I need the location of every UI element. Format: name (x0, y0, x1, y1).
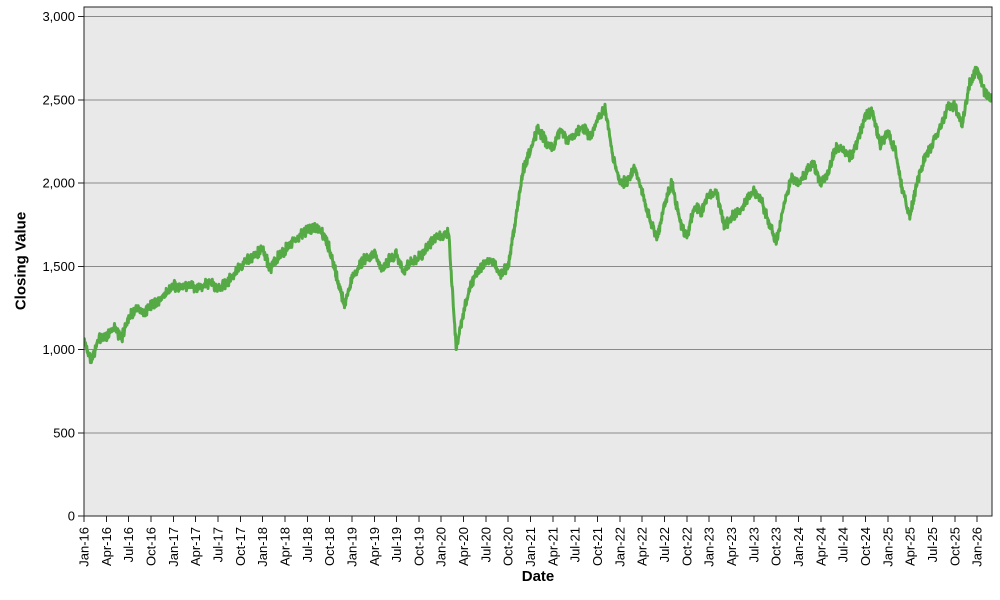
x-axis-title: Date (521, 568, 555, 585)
x-tick-label: Oct-21 (590, 527, 605, 566)
plot-border (83, 6, 993, 517)
y-tick-label: 0 (68, 509, 75, 524)
x-tick-label: Jul-16 (121, 527, 136, 562)
y-tick-label: 3,000 (42, 9, 75, 24)
x-tick-label: Apr-21 (545, 527, 560, 566)
x-tick-label: Jan-19 (344, 527, 359, 567)
x-tick-label: Apr-19 (367, 527, 382, 566)
y-axis-title: Closing Value (12, 211, 30, 311)
x-tick-label: Jan-21 (523, 527, 538, 567)
x-tick-label: Oct-20 (501, 527, 516, 566)
x-tick-label: Jan-23 (702, 527, 717, 567)
x-tick-label: Jul-24 (836, 527, 851, 562)
x-tick-label: Jul-19 (389, 527, 404, 562)
x-tick-label: Jul-20 (478, 527, 493, 562)
x-tick-label: Oct-22 (679, 527, 694, 566)
x-tick-label: Jul-22 (657, 527, 672, 562)
y-tick-label: 2,500 (42, 92, 75, 107)
x-tick-label: Jan-18 (255, 527, 270, 567)
x-tick-label: Jul-23 (746, 527, 761, 562)
x-tick-label: Apr-25 (903, 527, 918, 566)
x-tick-label: Apr-20 (456, 527, 471, 566)
x-tick-label: Jan-26 (970, 527, 985, 567)
x-tick-label: Apr-24 (813, 527, 828, 566)
y-tick-label: 2,000 (42, 176, 75, 191)
x-tick-label: Oct-18 (322, 527, 337, 566)
x-tick-label: Jan-20 (434, 527, 449, 567)
series-line (84, 65, 992, 365)
x-tick-label: Jul-17 (210, 527, 225, 562)
x-tick-label: Jan-16 (77, 527, 92, 567)
x-tick-label: Apr-17 (188, 527, 203, 566)
x-tick-label: Oct-17 (233, 527, 248, 566)
x-tick-label: Jan-24 (791, 527, 806, 567)
y-tick-label: 1,000 (42, 342, 75, 357)
x-tick-label: Apr-16 (99, 527, 114, 566)
x-tick-label: Jul-25 (925, 527, 940, 562)
x-tick-label: Oct-25 (947, 527, 962, 566)
x-tick-label: Apr-22 (635, 527, 650, 566)
x-tick-label: Apr-18 (277, 527, 292, 566)
x-tick-label: Jul-18 (300, 527, 315, 562)
x-tick-label: Apr-23 (724, 527, 739, 566)
y-tick-label: 500 (53, 425, 75, 440)
x-tick-label: Oct-23 (769, 527, 784, 566)
x-tick-label: Jan-17 (166, 527, 181, 567)
plot-area (84, 7, 992, 516)
x-tick-label: Jan-22 (612, 527, 627, 567)
x-tick-label: Oct-19 (411, 527, 426, 566)
x-tick-label: Oct-16 (143, 527, 158, 566)
y-tick-label: 1,500 (42, 259, 75, 274)
x-tick-label: Jan-25 (880, 527, 895, 567)
x-tick-label: Jul-21 (568, 527, 583, 562)
x-tick-label: Oct-24 (858, 527, 873, 566)
